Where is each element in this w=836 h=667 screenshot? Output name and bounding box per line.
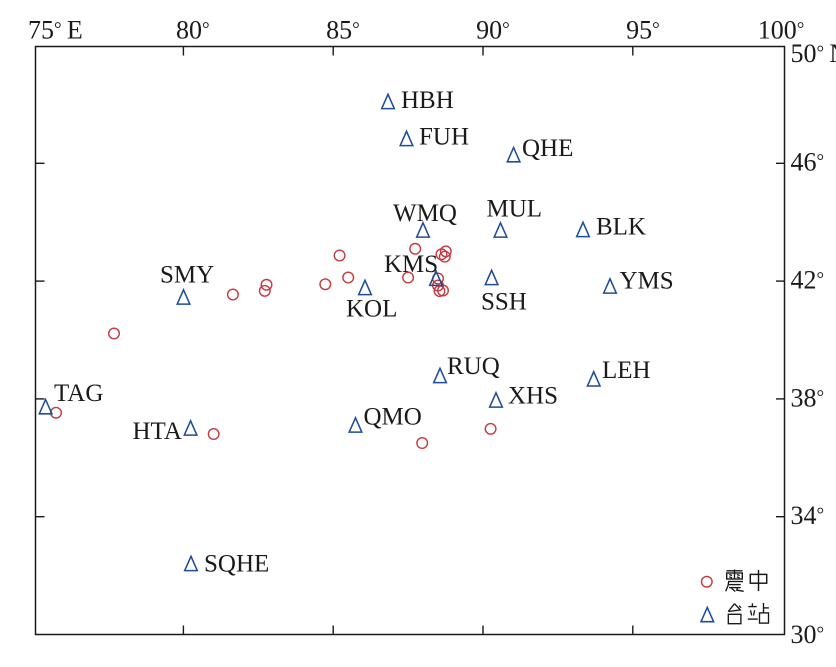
svg-text:RUQ: RUQ — [447, 353, 500, 380]
svg-text:30°: 30° — [791, 620, 825, 649]
svg-text:LEH: LEH — [602, 357, 651, 384]
svg-text:100°: 100° — [758, 16, 805, 45]
svg-text:90°: 90° — [476, 16, 510, 45]
svg-text:QMO: QMO — [364, 403, 422, 430]
svg-text:46°: 46° — [791, 148, 825, 177]
svg-text:HBH: HBH — [401, 87, 454, 114]
svg-text:SMY: SMY — [160, 262, 214, 289]
svg-text:KMS: KMS — [384, 251, 438, 278]
svg-text:80°: 80° — [176, 16, 210, 45]
svg-text:50° N: 50° N — [791, 39, 836, 68]
svg-text:SQHE: SQHE — [204, 551, 269, 578]
svg-text:FUH: FUH — [419, 124, 469, 151]
svg-text:HTA: HTA — [133, 418, 182, 445]
svg-text:38°: 38° — [791, 383, 825, 412]
svg-text:TAG: TAG — [54, 380, 103, 407]
svg-text:KOL: KOL — [346, 296, 397, 323]
svg-text:QHE: QHE — [522, 135, 573, 162]
svg-text:85°: 85° — [326, 16, 360, 45]
svg-text:WMQ: WMQ — [393, 200, 457, 227]
svg-text:XHS: XHS — [508, 382, 558, 409]
svg-text:SSH: SSH — [481, 288, 527, 315]
svg-text:MUL: MUL — [487, 195, 543, 222]
svg-text:34°: 34° — [791, 501, 825, 530]
svg-text:YMS: YMS — [620, 268, 674, 295]
svg-text:95°: 95° — [626, 16, 660, 45]
svg-text:42°: 42° — [791, 266, 825, 295]
svg-text:75° E: 75° E — [28, 16, 83, 45]
svg-text:BLK: BLK — [596, 214, 646, 241]
